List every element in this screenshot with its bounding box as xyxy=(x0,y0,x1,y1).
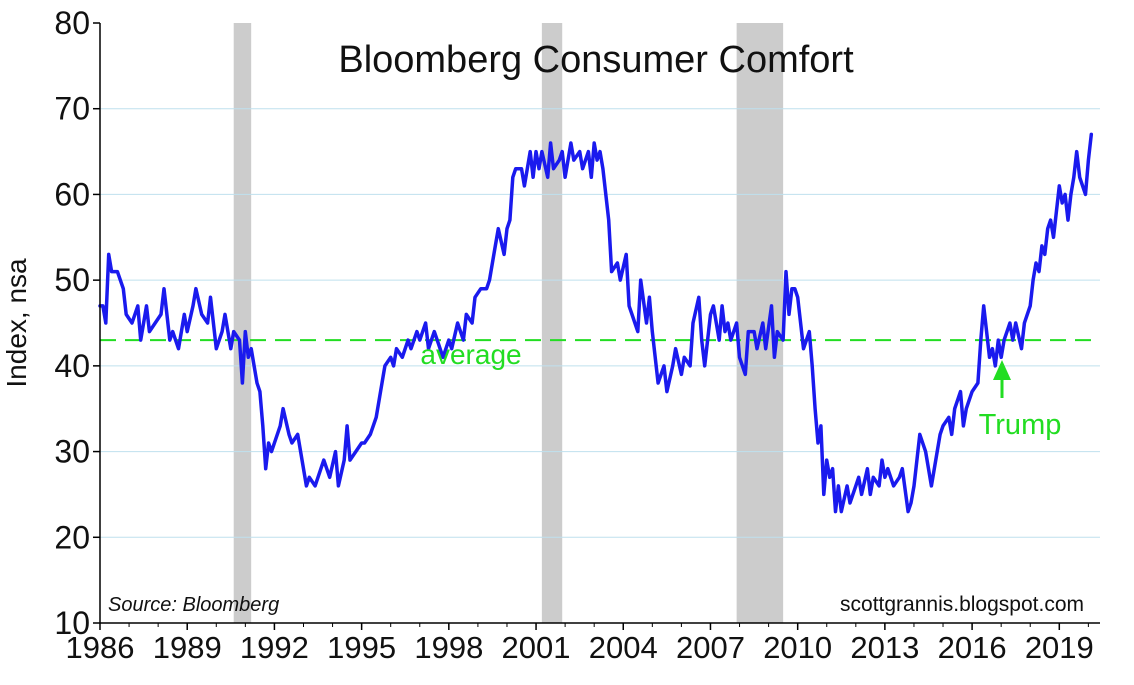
x-tick-label: 1995 xyxy=(327,630,396,665)
chart-title: Bloomberg Consumer Comfort xyxy=(338,39,854,81)
average-label: average xyxy=(420,339,521,370)
trump-arrow-icon xyxy=(993,360,1011,398)
x-tick-label: 2013 xyxy=(850,630,919,665)
x-tick-label: 1989 xyxy=(153,630,222,665)
x-tick-label: 2007 xyxy=(676,630,745,665)
y-tick-label: 80 xyxy=(54,5,90,41)
y-tick-label: 50 xyxy=(54,262,90,298)
axes: 10 20 30 40 50 60 70 80 1986 1989 1992 1995 1998 2001… xyxy=(54,5,1100,665)
labels: Bloomberg Consumer Comfort Index, nsa So… xyxy=(1,39,1084,616)
x-tick-label: 2010 xyxy=(763,630,832,665)
y-tick-label: 60 xyxy=(54,176,90,212)
series-line xyxy=(98,132,1094,514)
x-tick-label: 2019 xyxy=(1025,630,1094,665)
trump-label: Trump xyxy=(979,409,1062,441)
x-tick-label: 1998 xyxy=(414,630,483,665)
x-tick-label: 2004 xyxy=(589,630,658,665)
x-tick-label: 1992 xyxy=(240,630,309,665)
x-tick-label: 2016 xyxy=(938,630,1007,665)
y-tick-label: 30 xyxy=(54,434,90,470)
y-tick-label: 70 xyxy=(54,91,90,127)
x-tick-label: 1986 xyxy=(66,630,135,665)
recession-band xyxy=(736,23,784,623)
y-tick-label: 20 xyxy=(54,519,90,555)
source-note: Source: Bloomberg xyxy=(108,594,279,616)
y-tick-label: 10 xyxy=(54,605,90,641)
watermark: scottgrannis.blogspot.com xyxy=(840,593,1084,616)
x-tick-label: 2001 xyxy=(502,630,571,665)
recession-band xyxy=(541,23,563,623)
y-axis-label: Index, nsa xyxy=(1,258,32,388)
series-group xyxy=(98,132,1094,514)
recession-band xyxy=(233,23,252,623)
y-tick-label: 40 xyxy=(54,348,90,384)
gridlines xyxy=(100,108,1100,538)
